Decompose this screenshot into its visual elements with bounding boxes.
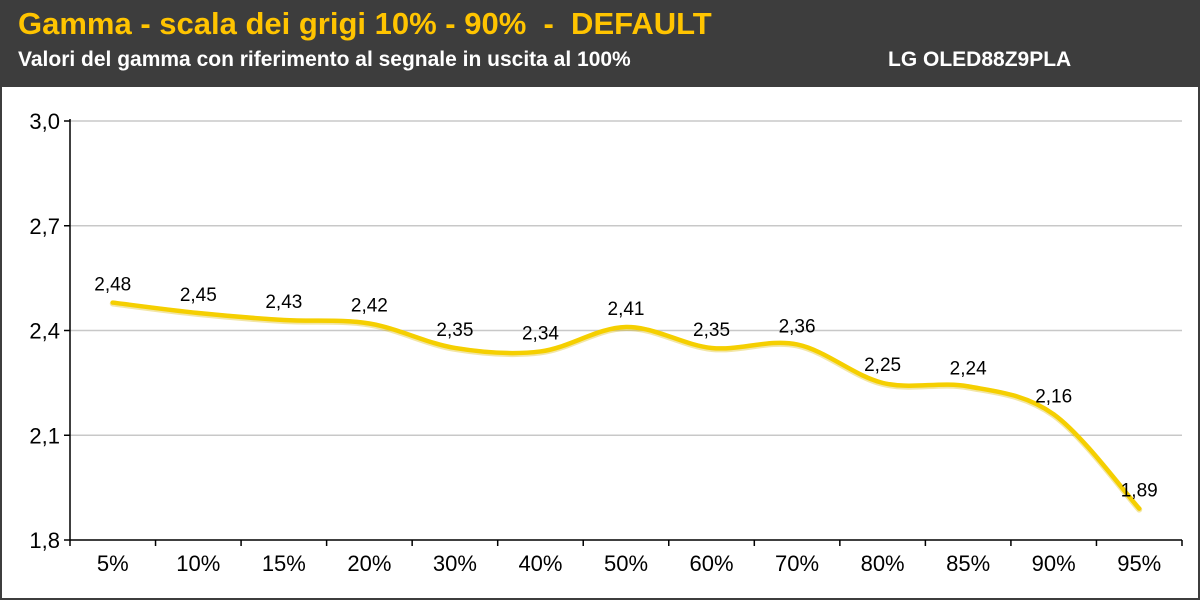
x-tick-label: 85% xyxy=(946,551,990,576)
data-label: 2,43 xyxy=(265,292,302,313)
x-tick-label: 20% xyxy=(347,551,391,576)
data-label: 1,89 xyxy=(1121,481,1158,502)
data-point xyxy=(795,342,800,347)
data-label: 2,48 xyxy=(94,275,131,296)
data-point xyxy=(281,318,286,323)
y-tick-label: 2,7 xyxy=(29,214,60,239)
x-tick-label: 95% xyxy=(1117,551,1161,576)
y-tick-label: 3,0 xyxy=(29,109,60,134)
data-point xyxy=(624,325,628,330)
y-tick-label: 2,1 xyxy=(29,423,60,448)
data-point xyxy=(1051,412,1056,417)
data-label: 2,42 xyxy=(351,296,388,317)
x-tick-label: 10% xyxy=(176,551,220,576)
chart-title: Gamma - scala dei grigi 10% - 90% - DEFA… xyxy=(18,6,712,41)
data-label: 2,25 xyxy=(864,355,901,376)
x-tick-label: 30% xyxy=(433,551,477,576)
series-line-shadow xyxy=(109,300,1143,513)
data-label: 2,16 xyxy=(1035,386,1072,407)
chart-subtitle: Valori del gamma con riferimento al segn… xyxy=(18,48,631,71)
x-tick-label: 15% xyxy=(262,551,306,576)
x-tick-label: 40% xyxy=(518,551,562,576)
series-line xyxy=(110,300,1142,511)
data-label: 2,36 xyxy=(779,316,816,337)
data-point xyxy=(452,345,457,350)
tv-model-label: LG OLED88Z9PLA xyxy=(888,48,1072,71)
data-label: 2,24 xyxy=(950,358,987,379)
data-point xyxy=(538,349,543,354)
data-label: 2,35 xyxy=(693,320,730,341)
data-label: 2,41 xyxy=(608,299,645,320)
data-point xyxy=(709,345,714,350)
chart-border xyxy=(0,85,1200,600)
x-tick-label: 5% xyxy=(97,551,129,576)
data-point xyxy=(196,311,201,316)
data-label: 2,35 xyxy=(436,320,473,341)
data-point xyxy=(966,384,971,389)
x-tick-label: 50% xyxy=(604,551,648,576)
x-tick-label: 80% xyxy=(861,551,905,576)
y-tick-label: 2,4 xyxy=(29,319,60,344)
data-point xyxy=(880,380,885,385)
x-tick-label: 60% xyxy=(690,551,734,576)
y-tick-label: 1,8 xyxy=(29,528,60,553)
data-point xyxy=(110,300,115,305)
data-point xyxy=(367,321,372,326)
x-tick-label: 70% xyxy=(775,551,819,576)
data-label: 2,34 xyxy=(522,323,559,344)
data-label: 2,45 xyxy=(180,285,217,306)
chart-header: Gamma - scala dei grigi 10% - 90% - DEFA… xyxy=(0,0,1200,86)
x-tick-label: 90% xyxy=(1032,551,1076,576)
data-point xyxy=(1137,506,1142,511)
